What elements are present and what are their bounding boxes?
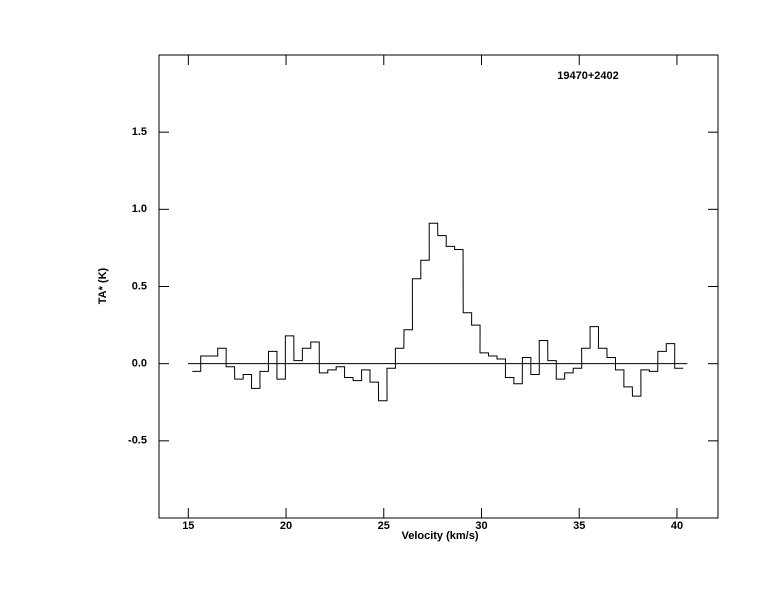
x-tick-label: 30	[475, 520, 487, 532]
plot-frame	[158, 54, 719, 519]
spectrum-line	[192, 222, 684, 402]
x-tick-label: 40	[671, 520, 683, 532]
x-tick-label: 25	[378, 520, 390, 532]
x-tick-label: 15	[182, 520, 194, 532]
y-tick-label: 1.5	[132, 126, 147, 138]
y-tick-label: 0.5	[132, 280, 147, 292]
y-tick-label: 1.0	[132, 203, 147, 215]
annotation: 19470+2402	[557, 70, 618, 82]
y-tick-label: 0.0	[132, 358, 147, 370]
x-tick-label: 20	[280, 520, 292, 532]
x-axis-label: Velocity (km/s)	[401, 530, 478, 542]
y-tick-label: -0.5	[128, 435, 147, 447]
y-axis-label: TA* (K)	[97, 267, 109, 304]
x-tick-label: 35	[573, 520, 585, 532]
